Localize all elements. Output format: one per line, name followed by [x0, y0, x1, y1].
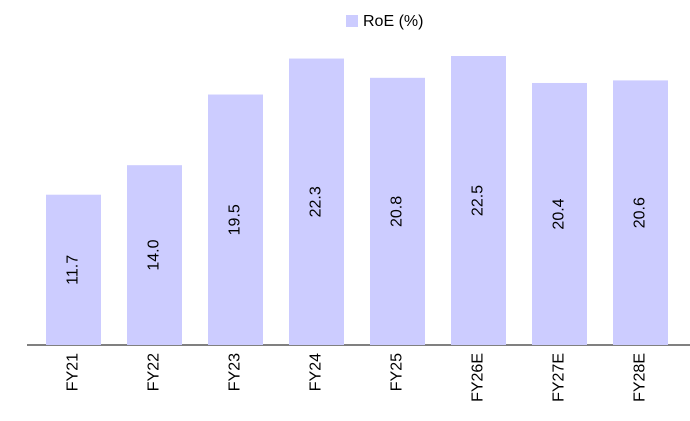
legend-swatch — [346, 15, 358, 27]
x-tick-label: FY26E — [470, 353, 487, 402]
bar — [613, 80, 668, 345]
data-label: 19.5 — [227, 204, 244, 235]
x-tick-label: FY28E — [632, 353, 649, 402]
legend-label: RoE (%) — [363, 13, 423, 30]
bar — [46, 194, 101, 345]
bar — [370, 77, 425, 345]
data-label: 20.4 — [551, 198, 568, 229]
bar — [532, 82, 587, 346]
data-label: 11.7 — [65, 255, 82, 285]
x-tick-label: FY25 — [389, 353, 406, 391]
x-tick-label: FY21 — [65, 353, 82, 391]
data-label: 22.5 — [470, 185, 487, 216]
data-label: 20.6 — [632, 197, 649, 228]
bar — [208, 94, 263, 346]
data-label: 14.0 — [146, 239, 163, 270]
x-tick-label: FY22 — [146, 353, 163, 391]
x-tick-label: FY27E — [551, 353, 568, 402]
bar — [127, 165, 182, 345]
bar — [451, 56, 506, 345]
x-tick-label: FY23 — [227, 353, 244, 391]
data-label: 20.8 — [389, 196, 406, 227]
x-tick-label: FY24 — [308, 353, 325, 391]
bar — [289, 58, 344, 346]
data-label: 22.3 — [308, 186, 325, 217]
